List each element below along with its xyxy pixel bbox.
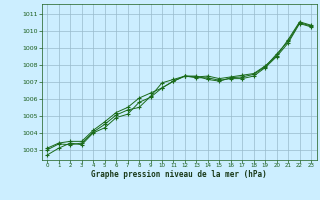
X-axis label: Graphe pression niveau de la mer (hPa): Graphe pression niveau de la mer (hPa) [91,170,267,179]
